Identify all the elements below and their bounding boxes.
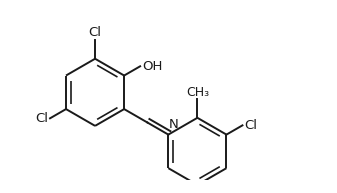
Text: Cl: Cl (35, 112, 48, 125)
Text: N: N (169, 118, 179, 131)
Text: OH: OH (142, 60, 162, 73)
Text: Cl: Cl (244, 119, 257, 132)
Text: CH₃: CH₃ (186, 85, 209, 98)
Text: Cl: Cl (89, 26, 101, 39)
